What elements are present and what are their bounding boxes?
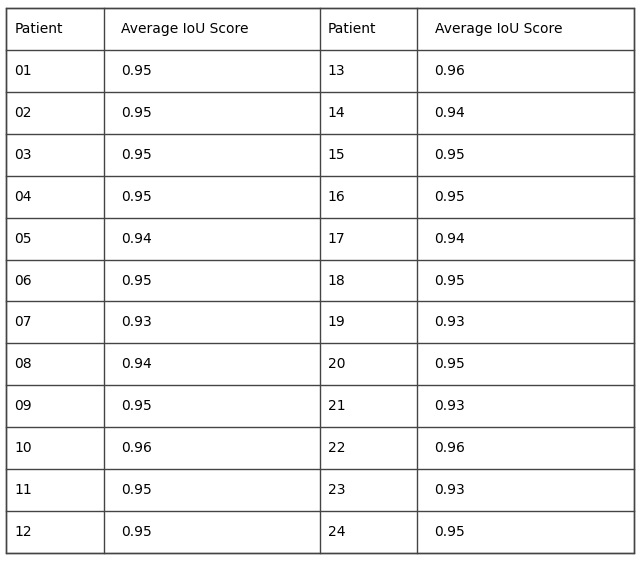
- Text: 0.93: 0.93: [435, 483, 465, 497]
- Text: 16: 16: [328, 190, 346, 204]
- Text: 0.95: 0.95: [435, 148, 465, 162]
- Text: 18: 18: [328, 274, 346, 287]
- Text: 22: 22: [328, 441, 345, 455]
- Text: 21: 21: [328, 399, 346, 413]
- Text: 11: 11: [14, 483, 32, 497]
- Text: 04: 04: [14, 190, 31, 204]
- Text: 0.93: 0.93: [121, 315, 152, 329]
- Text: Patient: Patient: [328, 22, 376, 36]
- Text: 10: 10: [14, 441, 32, 455]
- Text: 0.95: 0.95: [121, 399, 152, 413]
- Text: 0.95: 0.95: [121, 190, 152, 204]
- Text: 0.95: 0.95: [121, 148, 152, 162]
- Text: 0.95: 0.95: [435, 357, 465, 371]
- Text: 0.95: 0.95: [121, 274, 152, 287]
- Text: 13: 13: [328, 64, 346, 78]
- Text: 0.95: 0.95: [121, 64, 152, 78]
- Text: 0.96: 0.96: [435, 64, 465, 78]
- Text: 0.94: 0.94: [435, 232, 465, 246]
- Text: 20: 20: [328, 357, 345, 371]
- Text: 17: 17: [328, 232, 346, 246]
- Text: 14: 14: [328, 106, 346, 120]
- Text: 02: 02: [14, 106, 31, 120]
- Text: 05: 05: [14, 232, 31, 246]
- Text: 0.94: 0.94: [121, 357, 152, 371]
- Text: 0.95: 0.95: [121, 525, 152, 539]
- Text: 0.95: 0.95: [435, 190, 465, 204]
- Text: 0.95: 0.95: [121, 483, 152, 497]
- Text: 0.93: 0.93: [435, 315, 465, 329]
- Text: 0.96: 0.96: [121, 441, 152, 455]
- Text: 0.93: 0.93: [435, 399, 465, 413]
- Text: 24: 24: [328, 525, 345, 539]
- Text: 0.94: 0.94: [121, 232, 152, 246]
- Text: 0.96: 0.96: [435, 441, 465, 455]
- Text: 12: 12: [14, 525, 32, 539]
- Text: 0.95: 0.95: [121, 106, 152, 120]
- Text: 09: 09: [14, 399, 32, 413]
- Text: 08: 08: [14, 357, 32, 371]
- Text: 23: 23: [328, 483, 345, 497]
- Text: 19: 19: [328, 315, 346, 329]
- Text: 01: 01: [14, 64, 32, 78]
- Text: 07: 07: [14, 315, 31, 329]
- Text: Average IoU Score: Average IoU Score: [121, 22, 248, 36]
- Text: Patient: Patient: [14, 22, 63, 36]
- Text: 0.95: 0.95: [435, 274, 465, 287]
- Text: 0.95: 0.95: [435, 525, 465, 539]
- Text: 15: 15: [328, 148, 346, 162]
- Text: Average IoU Score: Average IoU Score: [435, 22, 562, 36]
- Text: 03: 03: [14, 148, 31, 162]
- Text: 06: 06: [14, 274, 32, 287]
- Text: 0.94: 0.94: [435, 106, 465, 120]
